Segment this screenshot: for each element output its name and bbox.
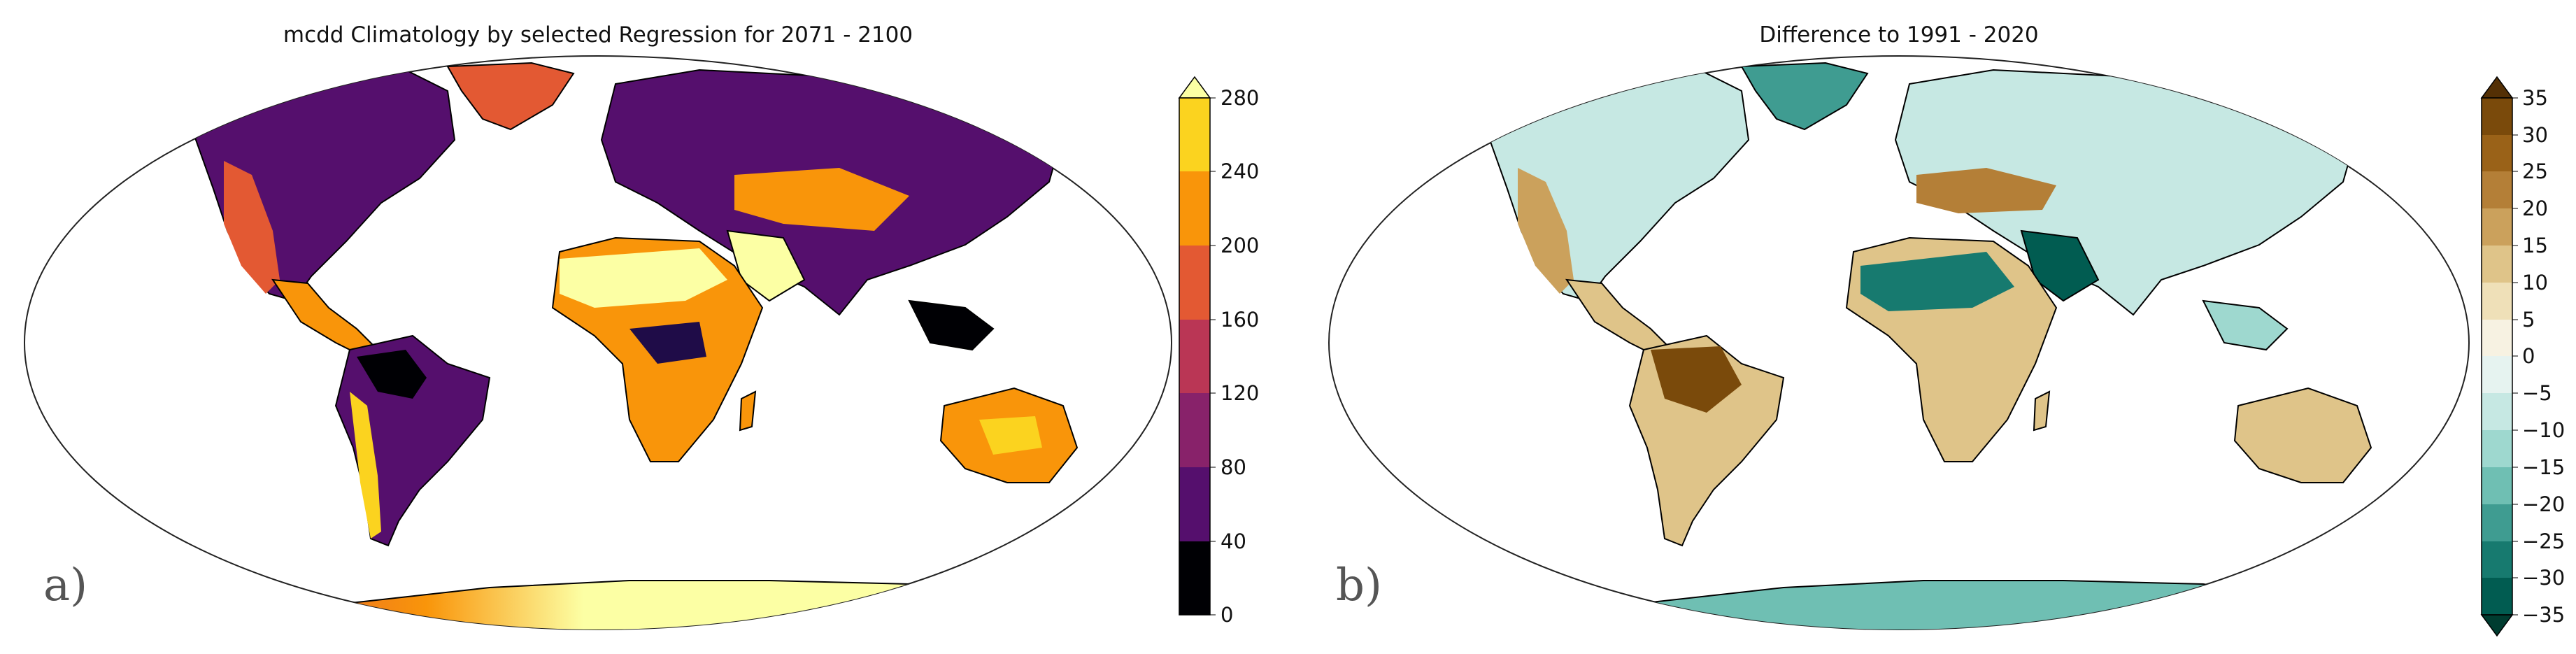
australia-b xyxy=(2233,387,2372,483)
colorbar-seg xyxy=(1179,541,1210,615)
map-title-a: mcdd Climatology by selected Regression … xyxy=(283,22,913,48)
colorbar-b-tick: 15 xyxy=(2522,234,2548,257)
colorbar-b-tick: 35 xyxy=(2522,86,2548,110)
colorbar-b-tick: −25 xyxy=(2522,529,2565,553)
colorbar-seg xyxy=(1179,171,1210,246)
panel-a: mcdd Climatology by selected Regression … xyxy=(0,0,1287,654)
sahara-a xyxy=(560,248,727,308)
colorbar-seg xyxy=(2482,135,2512,171)
map-b: 35 30 25 20 15 10 5 0 −5 −10 −15 −20 −25… xyxy=(1328,55,2565,637)
asia-dry-a xyxy=(734,168,909,231)
colorbar-seg xyxy=(2482,541,2512,578)
colorbar-seg xyxy=(2482,98,2512,135)
colorbar-b-tick: −15 xyxy=(2522,455,2565,479)
colorbar-b-tick: −5 xyxy=(2522,381,2552,405)
north-america-west-a xyxy=(224,161,280,294)
greenland-a xyxy=(446,62,575,131)
amazon-dry-b xyxy=(1651,346,1742,413)
colorbar-seg xyxy=(2482,246,2512,283)
colorbar-a-tick: 160 xyxy=(1221,308,1259,332)
panel-b: Difference to 1991 - 2020 xyxy=(1287,0,2576,654)
colorbar-extend-max-b xyxy=(2480,76,2514,99)
colorbar-b-tick: −10 xyxy=(2522,418,2565,442)
amazon-core-a xyxy=(357,350,427,399)
congo-a xyxy=(629,322,706,364)
madagascar-a xyxy=(739,390,757,432)
colorbar-a: 0 40 80 120 160 200 240 280 xyxy=(1178,76,1259,627)
colorbar-seg xyxy=(2482,504,2512,541)
colorbar-a-tick: 280 xyxy=(1221,86,1259,110)
colorbar-b-tick: 25 xyxy=(2522,159,2548,183)
colorbar-seg xyxy=(2482,356,2512,393)
indonesia-b xyxy=(2202,299,2289,351)
panel-label-b: b) xyxy=(1336,560,1382,611)
colorbar-seg xyxy=(1179,246,1210,320)
sahara-wet-b xyxy=(1860,252,2014,311)
colorbar-a-tick: 200 xyxy=(1221,234,1259,257)
indonesia-a xyxy=(908,299,995,351)
greenland-b xyxy=(1740,62,1869,131)
colorbar-a-tick: 240 xyxy=(1221,159,1259,183)
map-a: 0 40 80 120 160 200 240 280 xyxy=(24,55,1259,630)
colorbar-b-tick: 0 xyxy=(2522,344,2535,368)
panel-label-a: a) xyxy=(43,560,88,611)
colorbar-seg xyxy=(2482,320,2512,356)
colorbar-b-tick: −35 xyxy=(2522,603,2565,627)
colorbar-seg xyxy=(2482,283,2512,320)
colorbar-b-tick: 5 xyxy=(2522,308,2535,332)
colorbar-b-tick: 20 xyxy=(2522,197,2548,220)
colorbar-seg xyxy=(2482,430,2512,467)
colorbar-b: 35 30 25 20 15 10 5 0 −5 −10 −15 −20 −25… xyxy=(2480,76,2565,637)
colorbar-seg xyxy=(2482,171,2512,208)
colorbar-seg xyxy=(2482,578,2512,615)
colorbar-b-tick: −20 xyxy=(2522,492,2565,516)
colorbar-b-tick: −30 xyxy=(2522,566,2565,590)
colorbar-b-tick: 30 xyxy=(2522,123,2548,147)
mediterranean-dry-b xyxy=(1916,168,2056,213)
colorbar-a-tick: 80 xyxy=(1221,455,1246,479)
colorbar-b-tick: 10 xyxy=(2522,271,2548,294)
colorbar-a-tick: 0 xyxy=(1221,603,1233,627)
colorbar-extend-min-b xyxy=(2480,614,2514,637)
andes-a xyxy=(350,392,381,539)
north-america-west-b xyxy=(1518,168,1574,294)
madagascar-b xyxy=(2033,390,2051,432)
colorbar-a-tick: 120 xyxy=(1221,381,1259,405)
colorbar-seg xyxy=(1179,320,1210,393)
colorbar-seg xyxy=(2482,208,2512,246)
colorbar-extend-max-a xyxy=(1178,76,1211,99)
colorbar-seg xyxy=(1179,467,1210,541)
map-title-b: Difference to 1991 - 2020 xyxy=(1759,22,2039,48)
colorbar-seg xyxy=(2482,393,2512,430)
colorbar-seg xyxy=(2482,467,2512,504)
australia-center-a xyxy=(979,416,1042,455)
colorbar-seg xyxy=(1179,98,1210,171)
colorbar-seg xyxy=(1179,393,1210,467)
colorbar-a-tick: 40 xyxy=(1221,529,1246,553)
